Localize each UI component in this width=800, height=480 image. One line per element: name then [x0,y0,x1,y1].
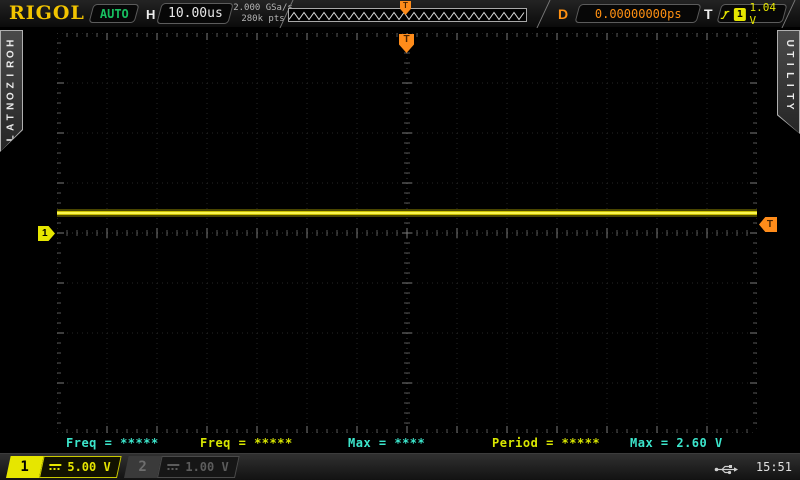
graticule [56,32,758,434]
horizontal-delay-value: 0.00000000ps [594,6,682,21]
trigger-settings-badge[interactable]: 1 1.04 V [716,1,788,27]
trigger-source-badge: 1 [734,7,746,20]
channel1-number: 1 [20,459,30,475]
channel2-badge[interactable]: 2 1.00 V [124,456,240,478]
channel1-badge[interactable]: 1 5.00 V [6,456,122,478]
timebase-value: 10.00us [167,6,223,21]
measurement-bar: Freq = ***** Freq = ***** Max = **** Per… [0,436,800,451]
rising-edge-icon [720,9,730,18]
measurement-2: Freq = ***** [200,436,293,450]
trigger-level-marker[interactable]: T [759,217,777,232]
channel1-offset-marker[interactable]: 1 [38,226,55,241]
dc-coupling-icon [167,464,180,470]
dc-coupling-icon [49,464,62,470]
measurement-3: Max = **** [348,436,426,450]
measurement-1: Freq = ***** [66,436,159,450]
trigger-label: T [704,6,713,22]
trigger-position-marker[interactable]: T [399,34,414,53]
measurement-5: Max = 2.60 V [630,436,723,450]
memory-waveform-icon [288,11,525,21]
top-status-bar: RIGOL AUTO H 10.00us 2.000 GSa/s 280k pt… [0,0,800,28]
usb-icon [714,462,738,480]
channel2-number: 2 [138,459,148,475]
channel1-scale: 5.00 V [67,460,112,474]
timebase-badge[interactable]: 10.00us [156,3,234,24]
clock: 15:51 [755,460,792,474]
acquisition-status-badge: AUTO [88,4,140,23]
waveform-display-area [56,32,758,434]
channel-status-bar: 1 5.00 V 2 1.00 V 15:51 [0,453,800,480]
memory-depth: 280k pts [241,14,285,24]
horizontal-label: H [146,7,156,22]
delay-label: D [558,6,569,22]
measurement-4: Period = ***** [492,436,601,450]
acquisition-info: 2.000 GSa/s 280k pts [233,3,293,25]
rigol-logo: RIGOL [9,2,85,24]
channel2-scale: 1.00 V [185,460,230,474]
sample-rate: 2.000 GSa/s [233,3,293,13]
acquisition-status: AUTO [99,6,129,21]
horizontal-delay-badge[interactable]: 0.00000000ps [574,4,702,23]
trigger-position-mini-marker[interactable]: T [400,1,411,15]
trigger-level-value: 1.04 V [749,0,777,27]
